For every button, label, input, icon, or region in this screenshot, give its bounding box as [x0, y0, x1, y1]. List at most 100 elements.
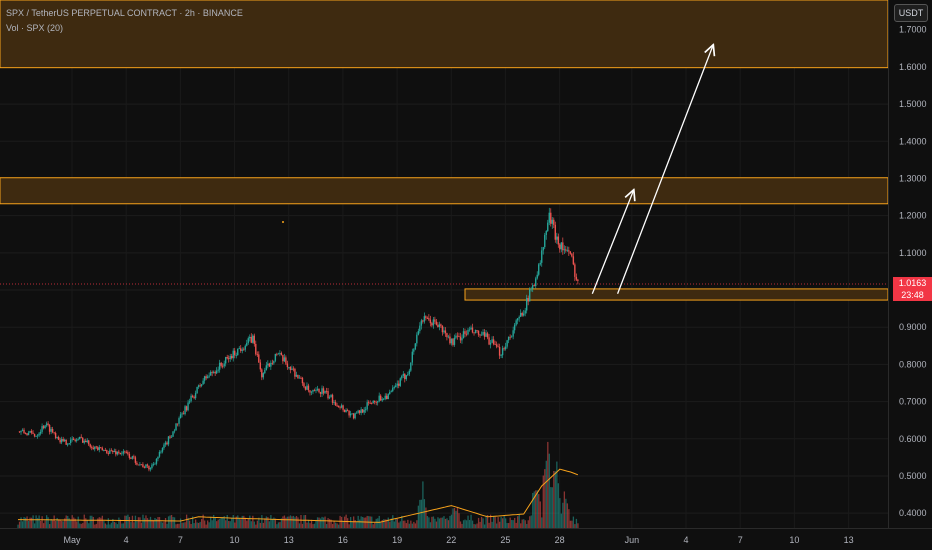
candle-body: [518, 316, 520, 319]
volume-bar: [568, 509, 570, 528]
volume-bar: [226, 514, 228, 528]
volume-bar: [101, 515, 103, 528]
candle-body: [175, 423, 177, 431]
candle-body: [498, 346, 501, 356]
volume-bar: [491, 521, 493, 528]
volume-bar: [557, 483, 559, 528]
candle-body: [24, 433, 27, 434]
target-arrow: [591, 190, 634, 294]
volume-bar: [274, 518, 277, 528]
volume-bar: [104, 523, 106, 528]
candle-body: [244, 345, 246, 350]
volume-bar: [122, 523, 125, 528]
candle-body: [119, 452, 122, 455]
candle-body: [146, 464, 149, 466]
volume-bar: [517, 516, 519, 528]
volume-bar: [217, 519, 219, 528]
candle-body: [166, 442, 168, 445]
candle-body: [188, 401, 191, 403]
candle-body: [97, 447, 99, 450]
x-tick-label: 10: [230, 535, 240, 545]
candle-body: [238, 348, 240, 350]
volume-bar: [315, 519, 317, 528]
candle-body: [72, 438, 75, 440]
volume-bar: [550, 487, 552, 528]
volume-bar: [556, 461, 558, 528]
candle-body: [261, 369, 263, 378]
candle-body: [223, 363, 225, 367]
candle-body: [392, 387, 394, 392]
candle-body: [358, 410, 361, 413]
x-tick-label: 19: [392, 535, 402, 545]
candle-body: [375, 401, 377, 403]
volume-bar: [353, 516, 355, 528]
volume-bar: [431, 516, 433, 528]
symbol-title[interactable]: SPX / TetherUS PERPETUAL CONTRACT · 2h ·…: [6, 8, 243, 18]
candle-body: [137, 464, 140, 466]
candle-body: [229, 356, 231, 359]
volume-bar: [425, 507, 427, 528]
volume-bar: [389, 521, 391, 528]
candle-body: [235, 355, 237, 356]
volume-bar: [316, 517, 319, 528]
volume-bar: [235, 516, 237, 528]
candle-body: [152, 464, 155, 465]
candle-body: [288, 366, 290, 368]
resistance-zone: [0, 177, 889, 205]
volume-bar: [408, 523, 410, 528]
candle-body: [504, 346, 507, 350]
candle-body: [104, 450, 106, 451]
candle-body: [450, 338, 453, 344]
candle-body: [172, 431, 174, 437]
volume-bar: [508, 523, 510, 528]
volume-bar: [213, 514, 215, 528]
volume-bar: [173, 517, 176, 528]
candle-body: [334, 402, 337, 406]
candle-body: [163, 444, 165, 448]
volume-bar: [259, 522, 262, 528]
candle-body: [548, 212, 550, 223]
volume-bar: [492, 516, 495, 528]
volume-bar: [55, 520, 57, 528]
candle-body: [286, 363, 289, 368]
candle-body: [142, 464, 144, 468]
volume-bar: [207, 520, 209, 528]
candle-body: [572, 256, 575, 265]
volume-bar: [322, 517, 325, 528]
candle-body: [569, 251, 572, 254]
candle-body: [94, 446, 96, 450]
volume-bar: [313, 523, 316, 528]
candle-body: [568, 250, 570, 252]
candle-body: [516, 318, 519, 321]
volume-bar: [563, 491, 566, 528]
volume-bar: [62, 521, 64, 528]
candle-body: [376, 401, 379, 403]
volume-bar: [109, 524, 111, 528]
currency-button[interactable]: USDT: [894, 4, 928, 22]
candle-body: [327, 391, 329, 399]
volume-bar: [270, 515, 272, 528]
y-tick-label: 0.7000: [899, 397, 927, 407]
volume-bar: [250, 521, 252, 528]
candle-body: [535, 278, 537, 287]
volume-bar: [441, 517, 444, 528]
candle-body: [59, 439, 61, 443]
candle-body: [21, 429, 24, 431]
candle-body: [423, 316, 426, 322]
candle-body: [215, 370, 218, 374]
candle-body: [182, 413, 185, 415]
candle-body: [440, 324, 442, 326]
volume-legend[interactable]: Vol · SPX (20): [6, 23, 64, 33]
volume-bar: [94, 524, 96, 528]
volume-bar: [50, 518, 52, 528]
volume-bar: [190, 524, 192, 528]
volume-bar: [467, 515, 469, 528]
candle-body: [483, 331, 486, 337]
volume-bar: [480, 516, 483, 528]
candle-body: [453, 337, 456, 345]
volume-bar: [321, 516, 323, 528]
volume-bar: [477, 517, 480, 528]
volume-bar: [483, 524, 486, 528]
candle-body: [434, 319, 436, 322]
